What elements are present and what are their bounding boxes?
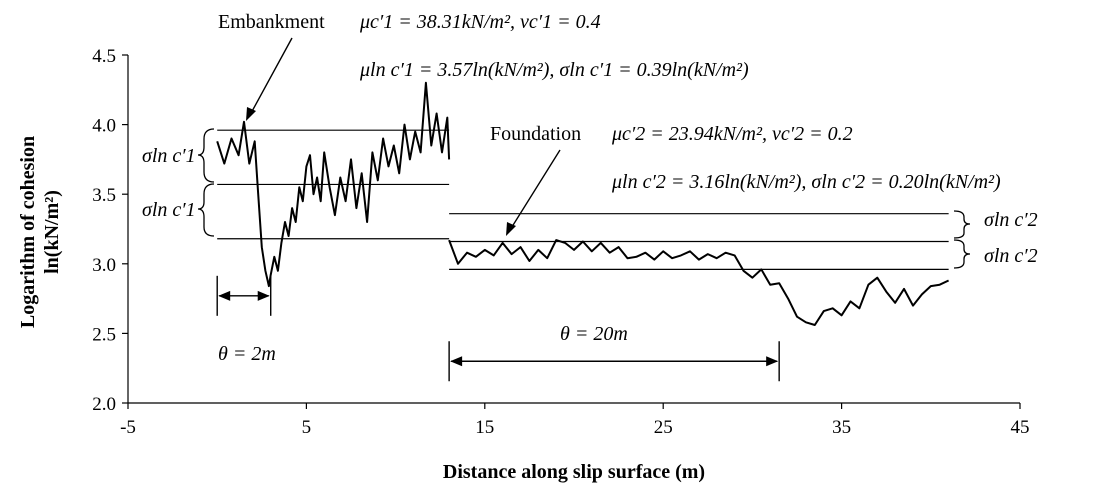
- embankment-arrow: [249, 37, 293, 116]
- x-tick-label: 15: [475, 417, 494, 438]
- foundation-eq2: μln c′2 = 3.16ln(kN/m²), σln c′2 = 0.20l…: [611, 171, 1001, 193]
- embankment-label: Embankment: [218, 11, 325, 33]
- sigma-brace-upper-left: [197, 128, 215, 183]
- foundation-arrowhead: [506, 222, 516, 236]
- theta-label-1: θ = 2m: [218, 343, 276, 365]
- theta-arrowhead-left: [218, 290, 231, 301]
- theta-markers: [216, 275, 780, 382]
- foundation-eq1: μc′2 = 23.94kN/m², νc′2 = 0.2: [611, 123, 853, 145]
- theta-arrowhead-right: [766, 356, 779, 367]
- theta-label-2: θ = 20m: [560, 323, 628, 345]
- sigma-label-left-upper: σln c′1: [142, 145, 196, 167]
- x-tick-label: 25: [654, 417, 673, 438]
- x-tick-label: -5: [120, 417, 136, 438]
- series-line-2: [448, 239, 950, 326]
- sigma-brace-lower-right: [953, 239, 971, 269]
- x-tick-label: 35: [832, 417, 851, 438]
- y-tick-label: 3.5: [92, 185, 116, 206]
- y-tick-label: 3.0: [92, 255, 116, 276]
- reference-lines: [217, 129, 949, 270]
- data-series: [216, 81, 950, 326]
- embankment-eq2: μln c′1 = 3.57ln(kN/m²), σln c′1 = 0.39l…: [359, 59, 749, 81]
- series-line-1: [216, 81, 451, 288]
- foundation-arrow: [509, 149, 561, 231]
- sigma-label-left-lower: σln c′1: [142, 199, 196, 221]
- y-tick-label: 2.5: [92, 324, 116, 345]
- sigma-label-right-upper: σln c′2: [984, 209, 1038, 231]
- embankment-arrowhead: [246, 107, 256, 121]
- foundation-label: Foundation: [490, 123, 581, 145]
- axes: [127, 55, 1020, 404]
- theta-arrowhead-right: [257, 290, 270, 301]
- y-tick-label: 4.0: [92, 116, 116, 137]
- x-axis-label: Distance along slip surface (m): [443, 461, 705, 483]
- sigma-brace-lower-left: [197, 183, 215, 237]
- y-axis-label-line2: ln(kN/m²): [41, 190, 63, 274]
- y-tick-label: 2.0: [92, 394, 116, 415]
- theta-arrowhead-left: [450, 356, 463, 367]
- axis-ticks: -5 5 15 25 35 45 2.0 2.5 3.0 3.5 4.0 4.5: [92, 46, 1029, 438]
- y-tick-label: 4.5: [92, 46, 116, 67]
- x-tick-label: 5: [302, 417, 312, 438]
- y-axis-label-line1: Logarithm of cohesion: [17, 136, 39, 328]
- x-tick-label: 45: [1011, 417, 1030, 438]
- sigma-brace-upper-right: [953, 210, 971, 239]
- embankment-eq1: μc′1 = 38.31kN/m², νc′1 = 0.4: [359, 11, 601, 33]
- sigma-label-right-lower: σln c′2: [984, 245, 1038, 267]
